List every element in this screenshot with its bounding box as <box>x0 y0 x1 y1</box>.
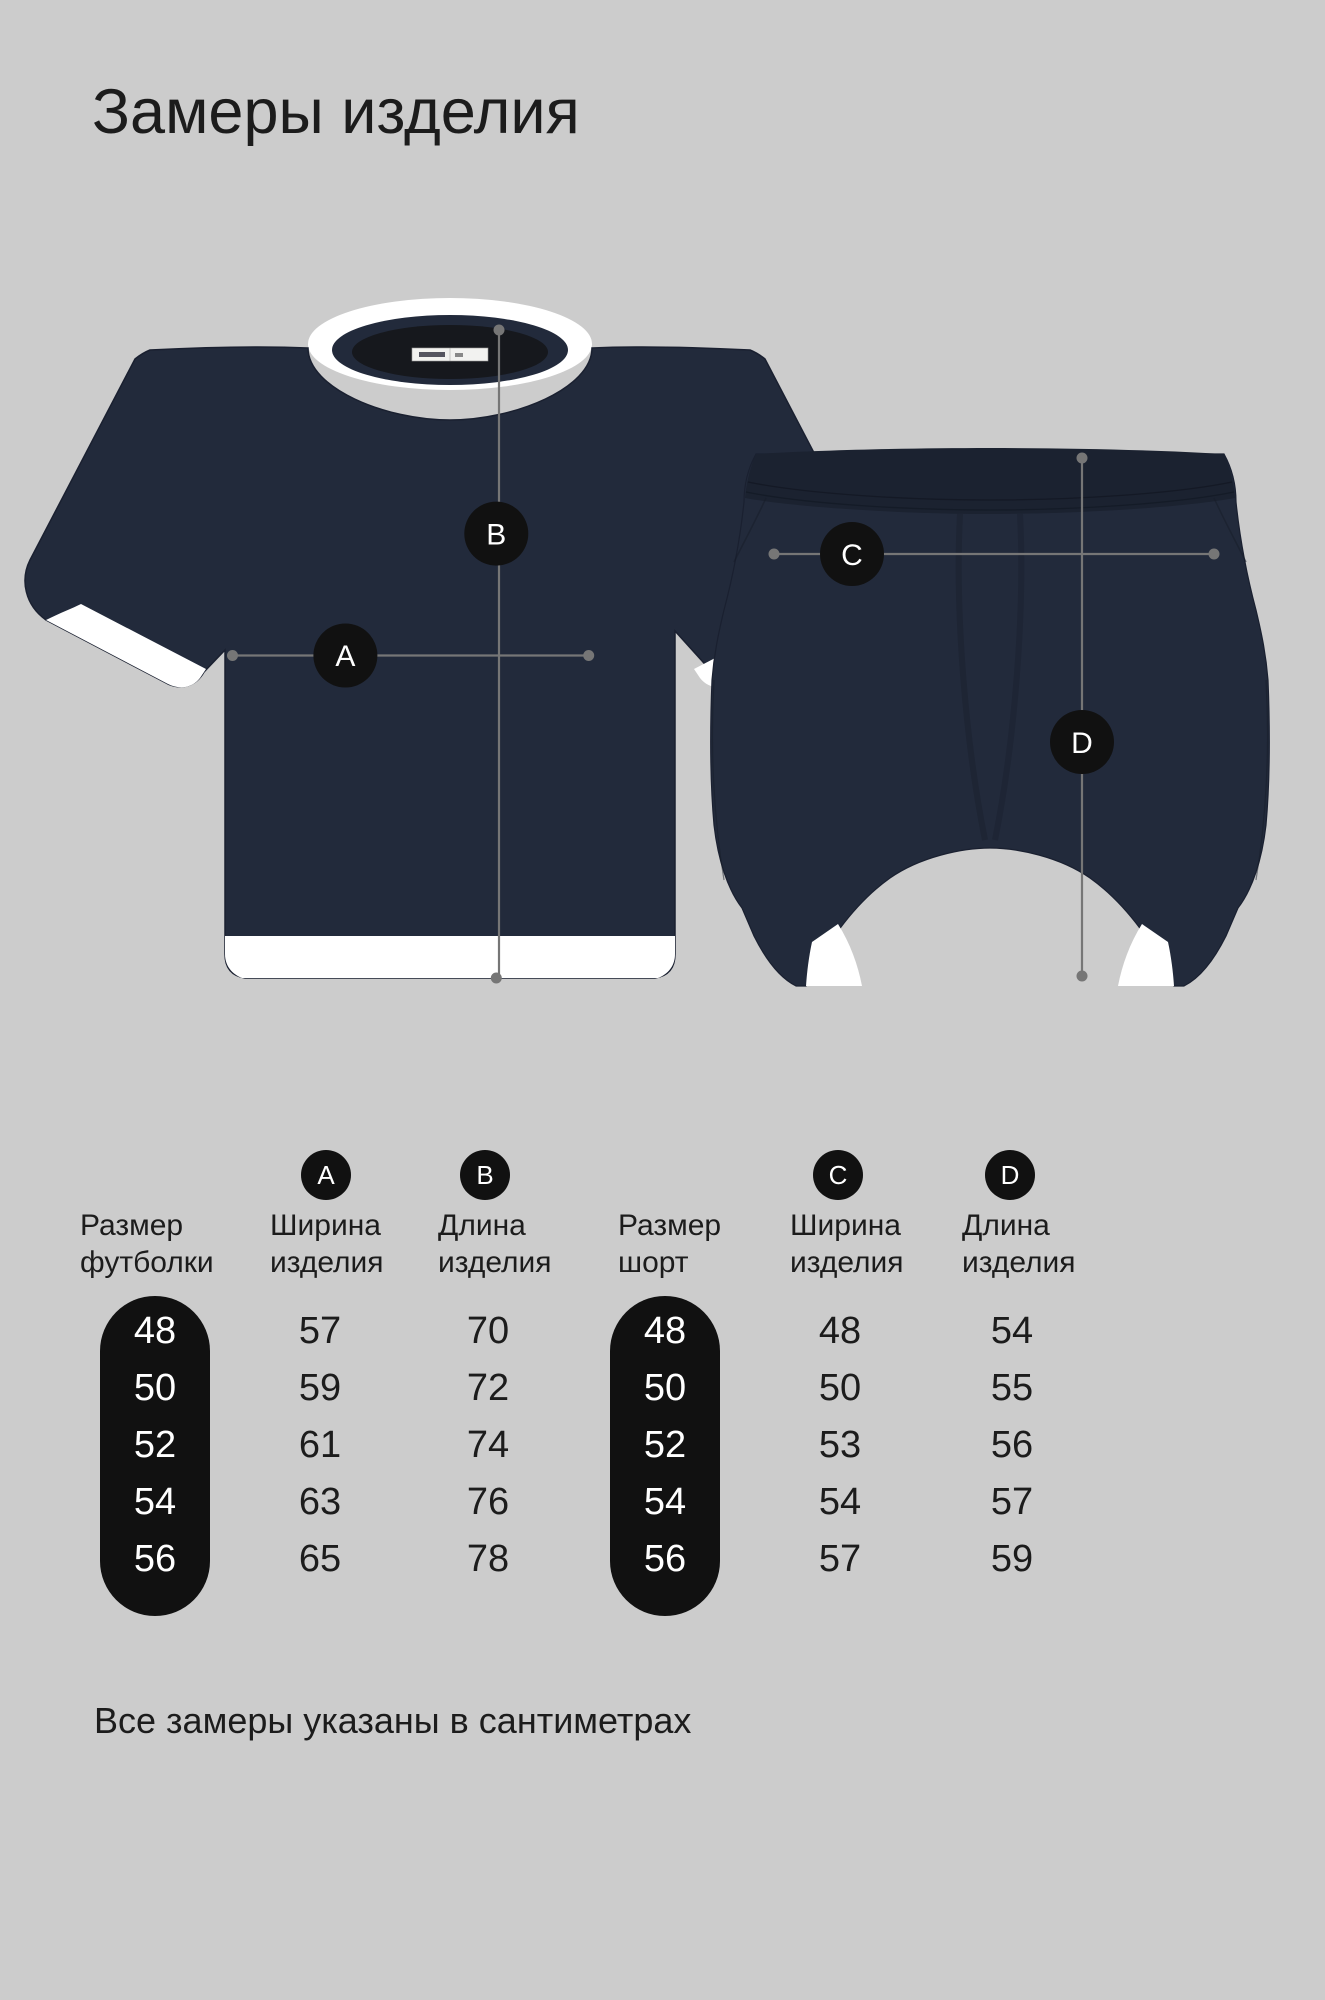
svg-text:B: B <box>486 519 506 552</box>
svg-text:D: D <box>1071 727 1093 760</box>
svg-text:C: C <box>841 539 863 572</box>
svg-text:A: A <box>335 640 355 673</box>
